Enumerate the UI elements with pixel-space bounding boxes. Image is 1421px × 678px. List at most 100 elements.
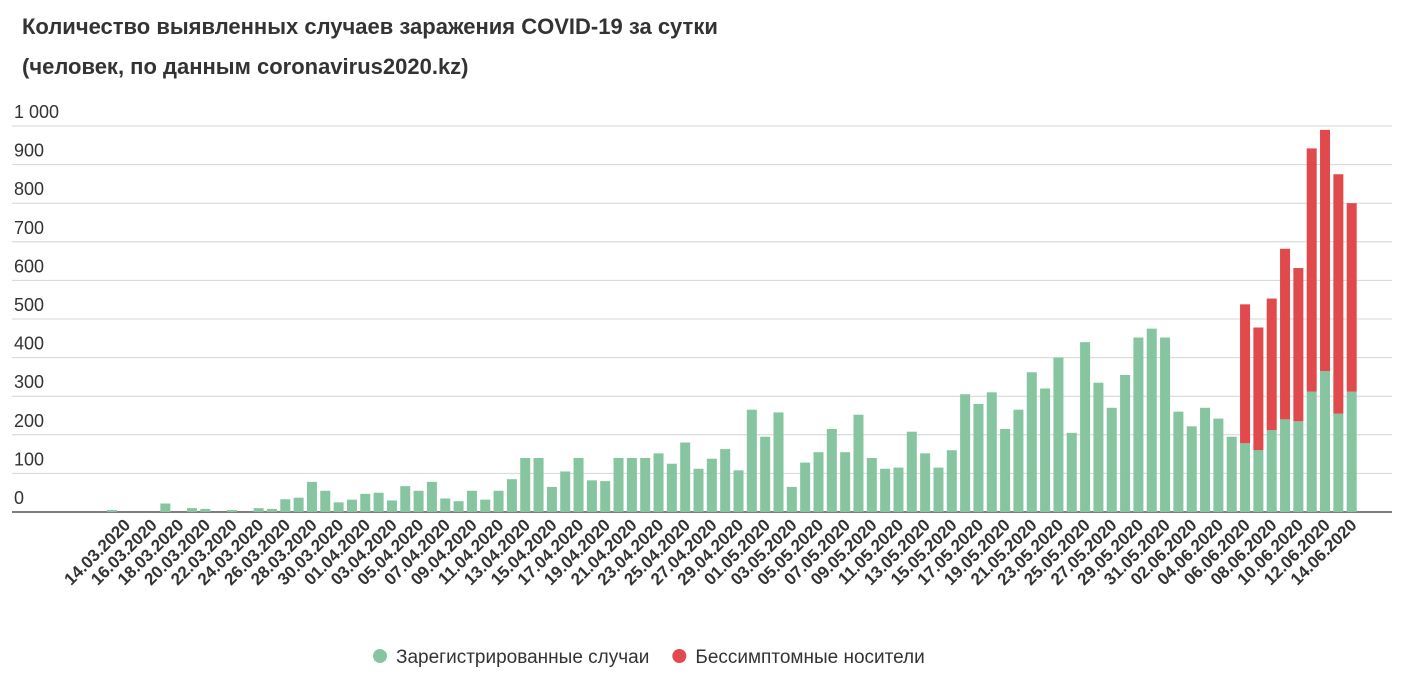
bar [973,403,984,512]
bar [1120,374,1131,512]
y-tick-label: 800 [14,179,44,199]
bar [626,457,637,512]
bar [893,467,904,512]
bar [480,499,491,512]
bar [1093,382,1104,512]
bar [1346,203,1357,392]
bar [1053,357,1064,512]
bar [360,493,371,512]
bar [653,453,664,512]
y-tick-label: 1 000 [14,102,59,122]
bar [1293,268,1304,422]
bar [1026,372,1037,512]
bar [746,409,757,512]
chart-title: Количество выявленных случаев заражения … [22,14,718,39]
bar [600,481,611,512]
chart-subtitle: (человек, по данным coronavirus2020.kz) [22,54,469,79]
legend: Зарегистрированные случаи Бессимптомные н… [373,647,925,668]
bar [960,394,971,512]
bar [733,470,744,512]
bar [706,458,717,512]
bar [880,468,891,512]
bar [1306,391,1317,512]
bar [506,479,517,512]
bar [186,508,197,512]
bar [906,431,917,512]
bar [280,499,291,512]
bar [1280,248,1291,420]
bar [1213,418,1224,512]
bar [1160,337,1171,512]
bar [666,463,677,512]
bar [200,508,211,512]
y-tick-label: 400 [14,334,44,354]
bar [1306,148,1317,392]
bar [853,414,864,512]
legend-marker [373,649,387,663]
bar [1133,337,1144,512]
y-tick-label: 100 [14,449,44,469]
bar [760,436,771,512]
bar [800,462,811,512]
bar [1280,419,1291,512]
bar [1240,304,1251,444]
bar [1333,413,1344,512]
bar [400,486,411,512]
bar [693,468,704,512]
bar [560,471,571,512]
bar [1346,391,1357,512]
bar [386,500,397,512]
bar [466,490,477,512]
y-tick-label: 700 [14,218,44,238]
bar [333,502,344,512]
y-tick-label: 600 [14,256,44,276]
bar [826,429,837,512]
bar [453,501,464,512]
bar [493,490,504,512]
bar [1253,327,1264,451]
bar [640,457,651,512]
y-tick-label: 900 [14,141,44,161]
bar [266,508,277,512]
bar [373,492,384,512]
bar [986,392,997,512]
bar [1080,342,1091,512]
bar [1240,443,1251,512]
bar [573,457,584,512]
bar [813,452,824,512]
bar [226,510,237,512]
bar [840,452,851,512]
bar [613,457,624,512]
bar [946,450,957,512]
bar [1200,407,1211,512]
bar [346,499,357,512]
bar [1253,450,1264,512]
bar [1333,174,1344,414]
bar [1000,429,1011,512]
bar [1106,407,1117,512]
bar [720,449,731,512]
bar [533,457,544,512]
bar [1266,298,1277,431]
bar [306,481,317,512]
bar [1146,328,1157,512]
bar [1320,129,1331,372]
legend-marker [672,649,687,663]
bar [1040,388,1051,512]
bar [680,442,691,512]
bar [1226,436,1237,512]
bar [253,508,264,512]
bar [107,510,117,512]
bar [426,481,437,512]
bar [320,490,331,512]
y-tick-label: 0 [14,488,24,508]
bar [786,486,797,512]
bar [1173,411,1184,512]
bar [293,497,304,512]
bar [586,480,597,512]
y-tick-label: 500 [14,295,44,315]
bar [1266,430,1277,512]
bar [1293,421,1304,512]
bar [1013,409,1024,512]
